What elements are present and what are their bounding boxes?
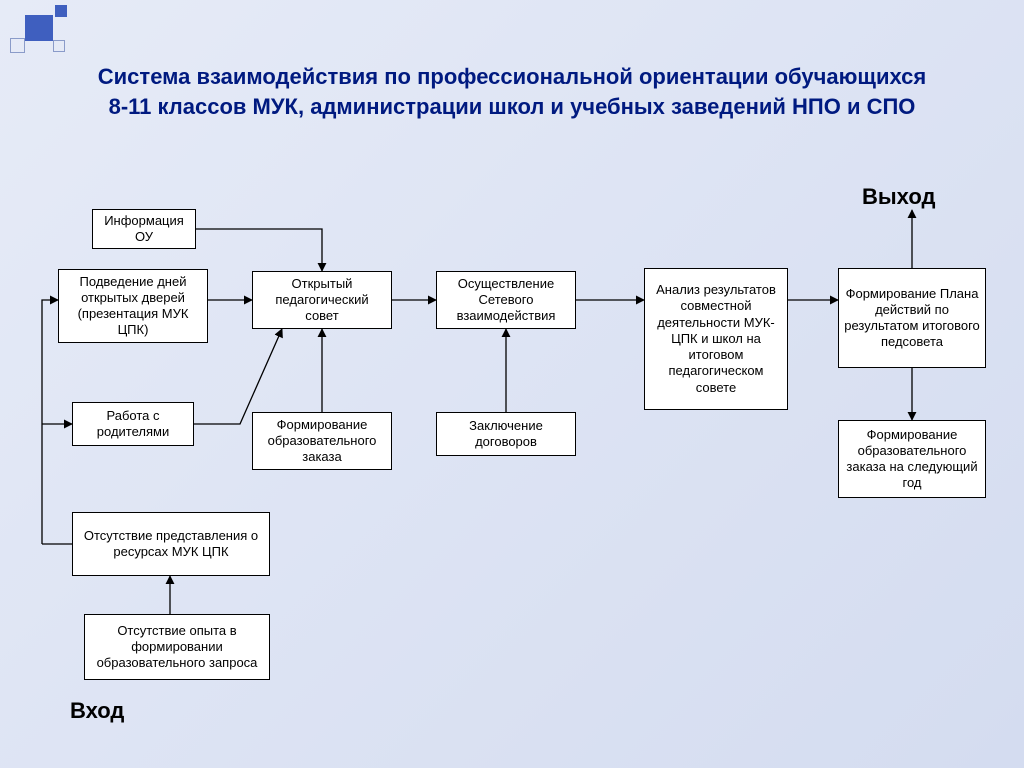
decor-square-small (55, 5, 67, 17)
edge-n_info-n_sovet (196, 229, 322, 271)
diagram-canvas: Система взаимодействия по профессиональн… (0, 0, 1024, 768)
label-exit: Выход (862, 184, 935, 210)
node-n_noexp: Отсутствие опыта в формировании образова… (84, 614, 270, 680)
edge-left-bus-n_doors (42, 300, 58, 544)
node-n_sovet: Открытый педагогический совет (252, 271, 392, 329)
node-n_dogovor: Заключение договоров (436, 412, 576, 456)
decor-outline-1 (10, 38, 25, 53)
node-n_analiz: Анализ результатов совместной деятельнос… (644, 268, 788, 410)
edge-n_parents-n_sovet (194, 329, 282, 424)
decor-square-large (25, 15, 53, 41)
node-n_nextyear: Формирование образовательного заказа на … (838, 420, 986, 498)
node-n_zakaz: Формирование образовательного заказа (252, 412, 392, 470)
node-n_set: Осуществление Сетевого взаимодействия (436, 271, 576, 329)
node-n_doors: Подведение дней открытых дверей (презент… (58, 269, 208, 343)
node-n_info: Информация ОУ (92, 209, 196, 249)
node-n_plan: Формирование Плана действий по результат… (838, 268, 986, 368)
slide-title: Система взаимодействия по профессиональн… (90, 62, 934, 121)
node-n_parents: Работа с родителями (72, 402, 194, 446)
decor-outline-2 (53, 40, 65, 52)
label-entry: Вход (70, 698, 124, 724)
node-n_nores: Отсутствие представления о ресурсах МУК … (72, 512, 270, 576)
